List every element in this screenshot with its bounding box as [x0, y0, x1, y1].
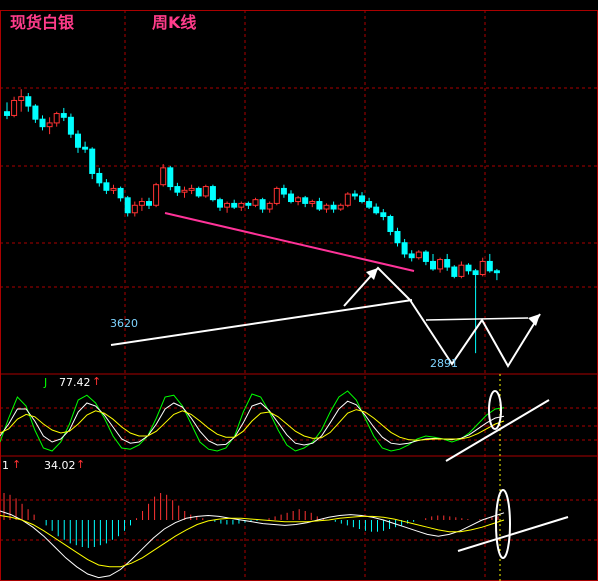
- kdj-highlight-ellipse: [488, 390, 502, 430]
- candle-body: [316, 201, 323, 210]
- candle-body: [408, 253, 415, 259]
- kdj-arrow: ↑: [92, 375, 102, 388]
- macd-arrow-2: ↑: [76, 458, 86, 471]
- macd-trend-line: [457, 516, 569, 552]
- candle-body: [238, 202, 245, 208]
- candle-body: [82, 146, 89, 150]
- candle-body: [202, 186, 209, 197]
- arrow-head-1: [528, 314, 540, 326]
- candle-body: [366, 201, 373, 208]
- low-label-right: 2891: [430, 357, 458, 370]
- kdj-value: 77.42: [59, 376, 91, 389]
- candle-body: [394, 230, 401, 244]
- candle-body: [380, 212, 387, 218]
- candle-body: [479, 260, 486, 276]
- kdj-label: J: [44, 376, 48, 389]
- low-label-left: 3620: [110, 317, 138, 330]
- candle-body: [337, 204, 344, 210]
- macd-line-dif: [0, 510, 505, 579]
- candle-body: [174, 186, 181, 193]
- candle-body: [437, 259, 444, 270]
- chart-frame: [0, 10, 598, 581]
- candle-body: [309, 201, 316, 204]
- candle-body: [422, 251, 429, 262]
- candle-body: [117, 187, 124, 199]
- candle-body: [266, 202, 273, 210]
- candle-body: [401, 242, 408, 255]
- candle-body: [160, 167, 167, 186]
- candle-body: [11, 99, 18, 116]
- period-title: 周K线: [152, 13, 197, 32]
- macd-line-dea: [0, 515, 505, 568]
- kdj-trend-line: [445, 399, 550, 462]
- candle-body: [60, 113, 67, 118]
- candle-body: [32, 105, 39, 120]
- candle-body: [25, 96, 32, 107]
- candle-body: [486, 260, 493, 272]
- candle-body: [67, 116, 74, 135]
- candle-body: [231, 202, 238, 208]
- candle-body: [245, 202, 252, 206]
- candle-body: [465, 264, 472, 272]
- kdj-line-j: [0, 390, 505, 452]
- candle-body: [444, 259, 451, 268]
- candle-body: [323, 204, 330, 210]
- macd-highlight-ellipse: [495, 489, 511, 559]
- candle-body: [131, 204, 138, 214]
- candle-body: [359, 195, 365, 203]
- candle-body: [259, 199, 266, 210]
- candle-body: [373, 206, 380, 214]
- candle-body: [280, 187, 287, 195]
- candle-body: [103, 182, 110, 191]
- candle-body: [89, 148, 96, 174]
- candle-body: [458, 264, 465, 277]
- candle-body: [344, 193, 351, 206]
- candle-body: [224, 202, 231, 208]
- support-line: [110, 299, 413, 346]
- candle-body: [181, 189, 188, 193]
- candle-body: [75, 133, 81, 148]
- candle-body: [415, 251, 422, 259]
- candle-body: [493, 270, 500, 274]
- candle-body: [351, 193, 358, 197]
- candle-body: [302, 197, 309, 204]
- neckline: [425, 317, 529, 321]
- candle-body: [46, 122, 53, 128]
- candle-body: [273, 187, 280, 204]
- candle-body: [252, 199, 259, 206]
- kdj-line-d: [0, 409, 505, 441]
- candle-body: [288, 193, 294, 203]
- candle-body: [39, 118, 46, 128]
- macd-value: 34.02: [44, 459, 76, 472]
- candle-body: [217, 199, 223, 208]
- resistance-line: [164, 212, 415, 272]
- candle-body: [124, 197, 131, 214]
- candle-body: [195, 187, 202, 197]
- instrument-title: 现货白银: [10, 13, 75, 32]
- candle-body: [110, 187, 117, 191]
- candle-body: [4, 111, 10, 116]
- candle-body: [451, 266, 458, 277]
- candle-body: [153, 184, 160, 206]
- arrow-head-0: [366, 268, 378, 280]
- candle-body: [138, 201, 145, 206]
- candle-body: [96, 172, 103, 184]
- candle-body: [53, 113, 60, 124]
- candle-body: [430, 260, 436, 270]
- path-arrow-1: [343, 266, 411, 307]
- path-arrow-2: [409, 299, 541, 368]
- candle-body: [167, 167, 174, 188]
- candle-body: [387, 216, 394, 232]
- candle-body: [188, 187, 195, 191]
- candle-body: [18, 96, 25, 101]
- candle-body: [330, 204, 337, 210]
- candle-body: [295, 197, 302, 203]
- macd-label: 1: [2, 459, 9, 472]
- candle-body: [472, 270, 479, 276]
- macd-arrow-1: ↑: [12, 458, 22, 471]
- candle-body: [146, 201, 152, 206]
- candle-body: [209, 186, 216, 201]
